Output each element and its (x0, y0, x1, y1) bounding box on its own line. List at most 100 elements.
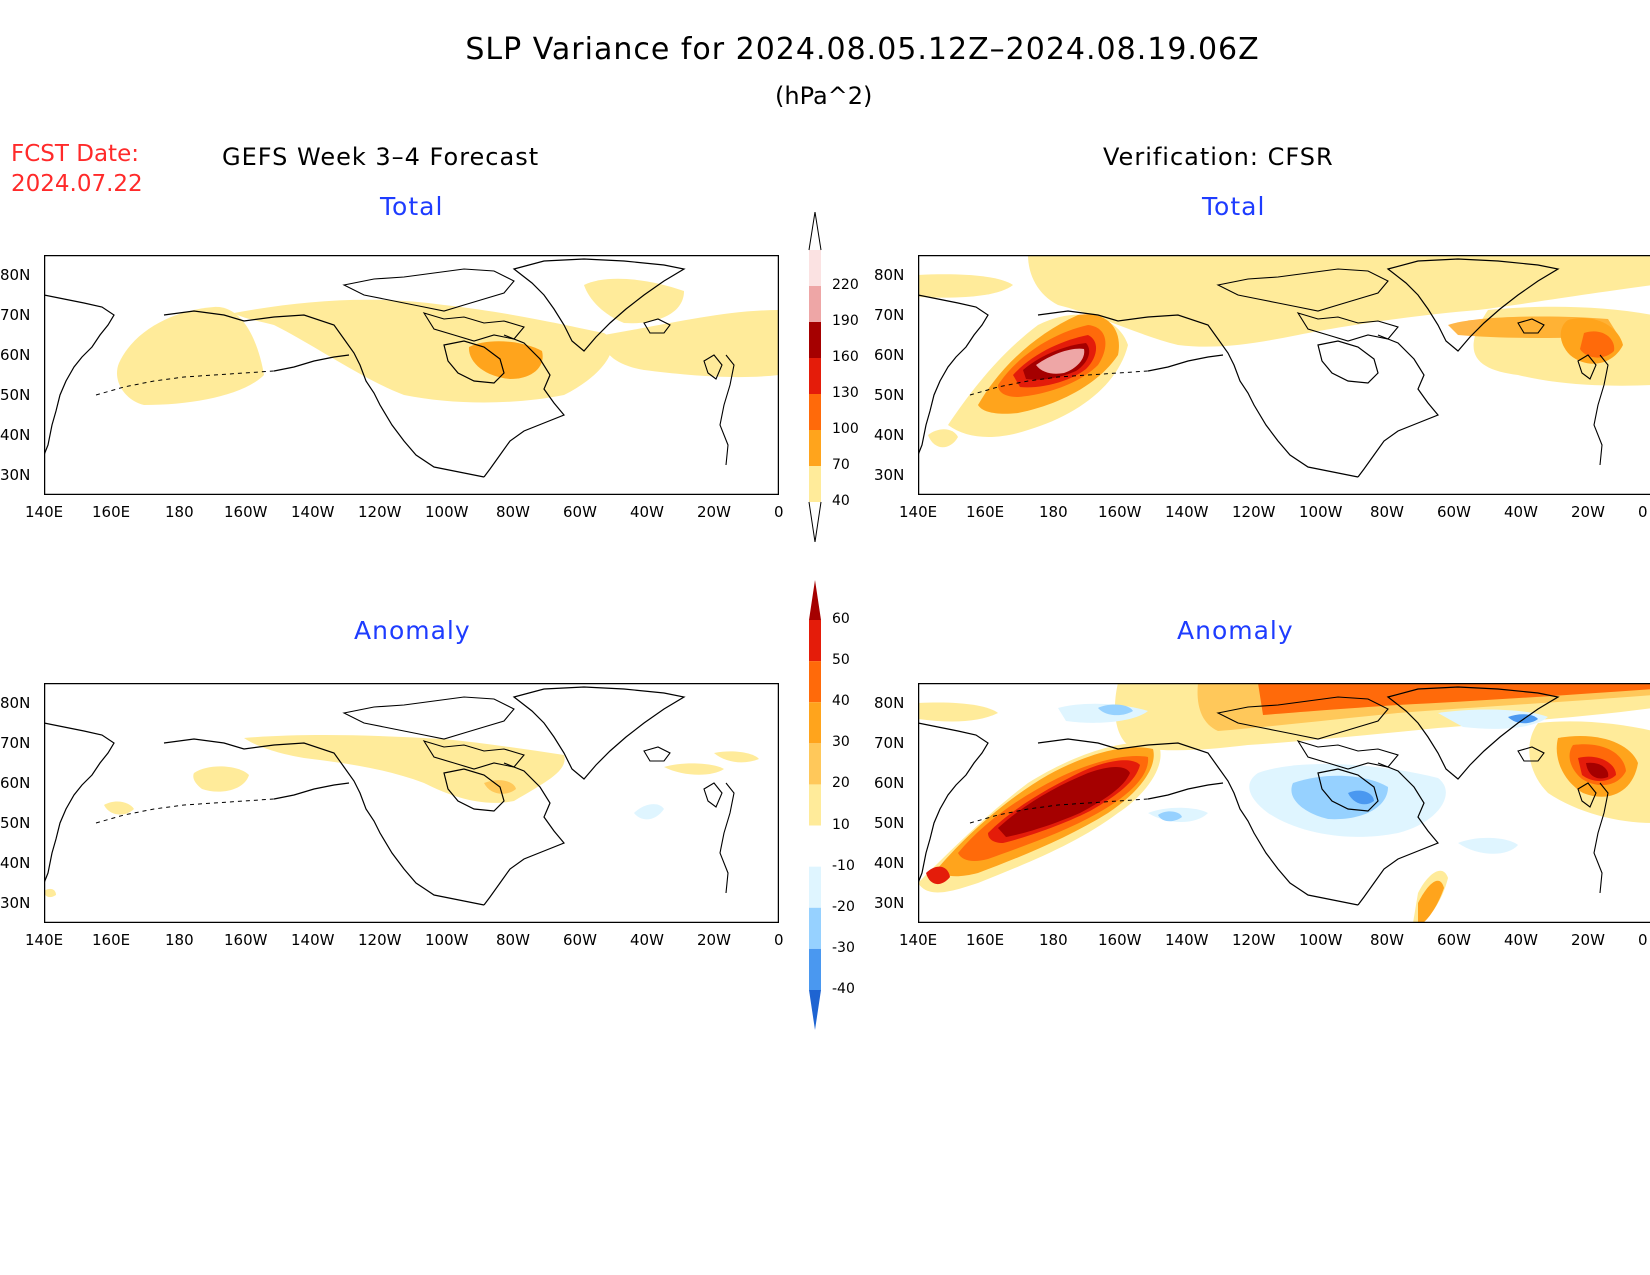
shading-cfsr-total (918, 255, 1650, 448)
lat-label: 30N (0, 894, 31, 912)
lon-label: 100W (1299, 931, 1343, 949)
colorbar-total-bin (809, 466, 821, 502)
colorbar-total (808, 212, 822, 542)
colorbar-total-label: 100 (832, 421, 859, 437)
map-gefs-total (44, 255, 779, 495)
lon-label: 0 (774, 931, 784, 949)
colorbar-anomaly-bin (809, 743, 821, 785)
fcst-label-text: FCST Date: (11, 141, 139, 167)
colorbar-total-bin (809, 358, 821, 394)
lon-label: 160W (224, 931, 268, 949)
lon-label: 100W (1299, 503, 1343, 521)
lat-label: 40N (0, 854, 31, 872)
lat-label: 30N (0, 466, 31, 484)
lon-label: 120W (1232, 503, 1276, 521)
colorbar-total-label: 220 (832, 277, 859, 293)
lon-label: 140W (1165, 503, 1209, 521)
lon-label: 140W (291, 503, 335, 521)
colorbar-anomaly-bin (809, 866, 821, 908)
lon-label: 140E (25, 931, 64, 949)
colorbar-anomaly-label: 10 (832, 816, 850, 833)
lon-label: 60W (563, 931, 597, 949)
lon-label: 80W (496, 503, 530, 521)
lon-label: 60W (1437, 503, 1471, 521)
lon-label: 40W (630, 503, 664, 521)
colorbar-anomaly (809, 580, 821, 1030)
colorbar-total-bin (809, 250, 821, 286)
colorbar-total-bin (809, 394, 821, 430)
label-cfsr-total: Total (1202, 192, 1266, 221)
lon-label: 160E (92, 931, 131, 949)
colorbar-total-label: 70 (832, 457, 850, 473)
lat-label: 70N (0, 734, 31, 752)
lon-label: 20W (1571, 931, 1605, 949)
right-column-title: Verification: CFSR (1103, 143, 1334, 171)
colorbar-anomaly-bin (809, 825, 821, 867)
lon-label: 0 (1638, 931, 1648, 949)
map-gefs-anomaly (44, 683, 779, 923)
lat-label: 40N (0, 426, 31, 444)
colorbar-total-label: 190 (832, 313, 859, 329)
lat-label: 50N (874, 386, 905, 404)
lat-label: 70N (874, 734, 905, 752)
colorbar-anomaly-label: 20 (832, 775, 850, 792)
lat-label: 80N (0, 694, 31, 712)
colorbar-anomaly-bottom-arrow (809, 990, 821, 1030)
lon-label: 120W (1232, 931, 1276, 949)
lat-label: 70N (874, 306, 905, 324)
fcst-date-label: FCST Date: 2024.07.22 (11, 139, 143, 199)
lon-label: 40W (1504, 503, 1538, 521)
lat-label: 40N (874, 426, 905, 444)
colorbar-anomaly-bin (809, 784, 821, 826)
lat-label: 50N (0, 386, 31, 404)
figure-units: (hPa^2) (775, 82, 873, 110)
lon-label: 60W (563, 503, 597, 521)
colorbar-anomaly-bin (809, 948, 821, 990)
lat-label: 60N (874, 346, 905, 364)
lon-label: 100W (425, 503, 469, 521)
lon-label: 160W (1098, 931, 1142, 949)
lon-label: 60W (1437, 931, 1471, 949)
figure-title: SLP Variance for 2024.08.05.12Z–2024.08.… (465, 32, 1260, 67)
colorbar-total-bin (809, 322, 821, 358)
colorbar-anomaly-label: -10 (832, 857, 855, 874)
lon-label: 140E (899, 503, 938, 521)
lat-label: 30N (874, 466, 905, 484)
colorbar-anomaly-label: 50 (832, 652, 850, 669)
colorbar-anomaly-bin (809, 702, 821, 744)
map-cfsr-total (918, 255, 1650, 495)
lon-label: 80W (496, 931, 530, 949)
colorbar-anomaly-label: 40 (832, 693, 850, 710)
lon-label: 140W (1165, 931, 1209, 949)
lon-label: 180 (165, 503, 194, 521)
lat-label: 60N (0, 346, 31, 364)
label-cfsr-anomaly: Anomaly (1177, 616, 1294, 645)
lon-label: 180 (1039, 503, 1068, 521)
fcst-date-text: 2024.07.22 (11, 171, 143, 197)
lon-label: 20W (1571, 503, 1605, 521)
colorbar-total-label: 160 (832, 349, 859, 365)
lon-label: 80W (1370, 503, 1404, 521)
lon-label: 180 (1039, 931, 1068, 949)
colorbar-total-label: 130 (832, 385, 859, 401)
lon-label: 160W (224, 503, 268, 521)
colorbar-total-label: 40 (832, 493, 850, 509)
lon-label: 160E (966, 931, 1005, 949)
lat-label: 60N (0, 774, 31, 792)
lat-label: 60N (874, 774, 905, 792)
colorbar-anomaly-bin (809, 620, 821, 662)
left-column-title: GEFS Week 3–4 Forecast (222, 143, 540, 171)
colorbar-anomaly-label: -30 (832, 939, 855, 956)
lon-label: 160W (1098, 503, 1142, 521)
lat-label: 80N (0, 266, 31, 284)
lon-label: 0 (774, 503, 784, 521)
shading-gefs-total (116, 278, 779, 405)
lon-label: 40W (1504, 931, 1538, 949)
colorbar-anomaly-bin (809, 907, 821, 949)
colorbar-total-bin (809, 286, 821, 322)
lat-label: 50N (874, 814, 905, 832)
lon-label: 140E (899, 931, 938, 949)
lon-label: 40W (630, 931, 664, 949)
map-cfsr-anomaly (918, 683, 1650, 923)
lon-label: 160E (92, 503, 131, 521)
